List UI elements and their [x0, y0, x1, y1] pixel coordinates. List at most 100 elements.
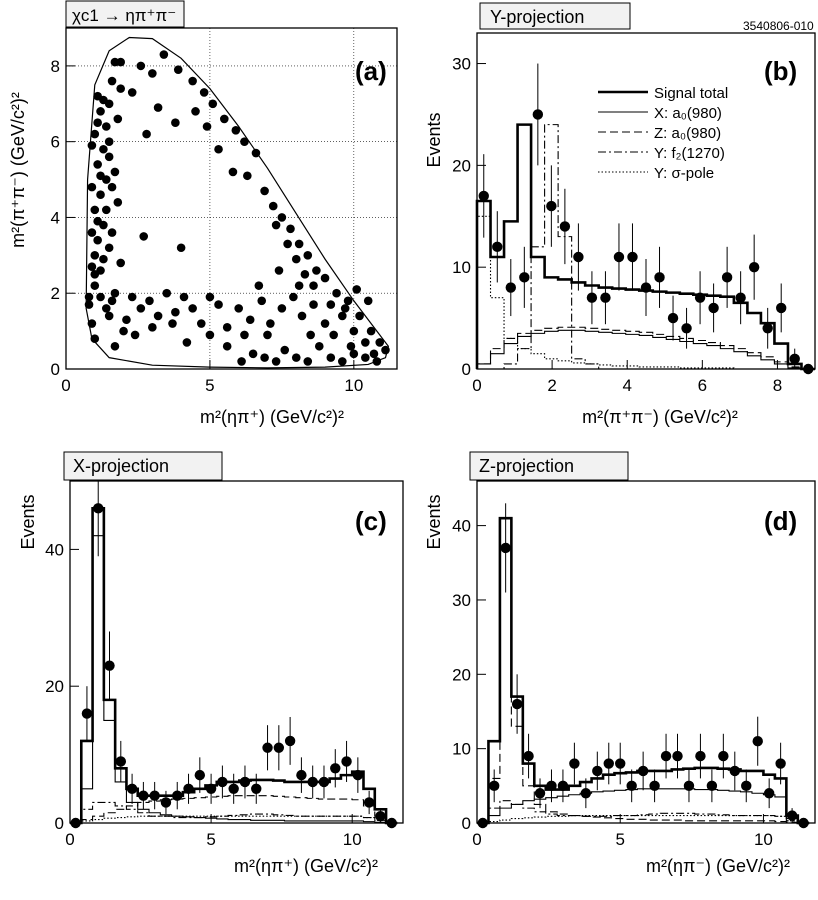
- panel-c-letter: (c): [355, 506, 387, 536]
- panel-a-point: [214, 300, 223, 309]
- panel-a-point: [346, 341, 356, 351]
- panel-a-point: [107, 182, 117, 192]
- panel-a-point: [127, 88, 137, 97]
- panel-b-y-sigma-pole: [476, 215, 815, 370]
- panel-d-xtick-label: 5: [615, 830, 624, 849]
- panel-a-point: [168, 319, 177, 328]
- panel-b-data-point: [721, 272, 733, 283]
- panel-b-data-point: [627, 251, 638, 263]
- panel-d-data-point: [660, 750, 672, 762]
- panel-c-ylabel: Events: [18, 494, 38, 549]
- panel-c-ytick-label: 0: [55, 814, 64, 833]
- panel-a-point: [90, 334, 100, 343]
- panel-a-point: [90, 281, 100, 290]
- panel-a-ytick-label: 2: [51, 284, 60, 303]
- panel-a-point: [375, 338, 385, 347]
- panel-d-data-point: [649, 780, 660, 792]
- panel-a-title-box: [65, 0, 185, 28]
- panel-a-point: [266, 319, 275, 328]
- panel-b-ytick-label: 10: [452, 258, 471, 277]
- panel-b-data-point: [505, 282, 516, 293]
- panel-c-data-point: [239, 776, 251, 788]
- panel-a-point: [248, 349, 258, 359]
- panel-d-data-point: [718, 750, 729, 762]
- panel-a-point: [202, 122, 212, 131]
- panel-a-point: [90, 129, 100, 139]
- panel-a-point: [381, 345, 390, 355]
- panel-d-data-point: [523, 750, 534, 762]
- panel-a-point: [113, 114, 123, 124]
- panel-d-signal-total: [477, 516, 810, 825]
- panel-a-point: [361, 353, 370, 362]
- panel-c-frame: [69, 480, 404, 824]
- panel-d-title: Z-projection: [479, 456, 574, 476]
- panel-b-data-point: [762, 323, 773, 334]
- panel-b-data-point: [478, 190, 489, 202]
- panel-b-xtick-label: 2: [547, 376, 556, 395]
- panel-a-point: [199, 88, 209, 97]
- panel-a-point: [104, 243, 114, 253]
- panel-b-ylabel: Events: [424, 112, 444, 167]
- panel-c-data-point: [352, 769, 364, 781]
- panel-c-data-point: [104, 660, 115, 671]
- panel-a-ytick-label: 4: [51, 208, 60, 227]
- panel-a-point: [87, 262, 97, 272]
- panel-c-data-point: [183, 783, 194, 794]
- panel-b: Y-projection (b) m²(π⁺π⁻) (GeV/c²)² Even…: [424, 2, 816, 427]
- panel-a-point: [136, 61, 146, 71]
- panel-b-legend-label: Y: σ-pole: [654, 165, 714, 182]
- figure-id: 3540806-010: [743, 19, 814, 33]
- panel-a-point: [153, 103, 163, 112]
- panel-a-ytick-label: 0: [51, 360, 60, 379]
- panel-a-point: [372, 357, 382, 366]
- panel-d-ytick-label: 20: [452, 665, 471, 684]
- panel-a-point: [142, 129, 151, 139]
- panel-a-point: [93, 235, 102, 245]
- panel-c-data-point: [70, 817, 81, 829]
- panel-b-data-point: [776, 302, 787, 314]
- panel-b-legend-label: Y: f₂(1270): [654, 145, 725, 162]
- panel-a-point: [101, 304, 111, 313]
- panel-a-point: [104, 311, 114, 321]
- panel-b-xtick-label: 6: [698, 376, 707, 395]
- panel-a-point: [312, 266, 321, 275]
- panel-a-point: [127, 292, 137, 302]
- panel-d-ytick-label: 0: [462, 814, 471, 833]
- panel-c-xtick-label: 0: [65, 830, 74, 849]
- panel-b-ytick-label: 20: [452, 156, 471, 175]
- panel-b-data-point: [559, 221, 571, 232]
- panel-d-data-point: [763, 788, 775, 799]
- panel-a-point: [110, 288, 120, 298]
- panel-a-point: [303, 357, 313, 366]
- panel-b-ytick-label: 30: [452, 55, 471, 74]
- panel-a-point: [93, 216, 102, 226]
- panel-a-point: [349, 349, 359, 359]
- panel-a-point: [257, 296, 267, 306]
- panel-a-point: [159, 50, 169, 59]
- panel-c-y-sigma-pole: [70, 815, 398, 824]
- panel-d-data-point: [695, 750, 706, 762]
- panel-a-point: [84, 300, 94, 309]
- panel-a-point: [214, 144, 223, 154]
- panel-b-xtick-label: 4: [622, 376, 631, 395]
- panel-c-data-point: [307, 776, 318, 788]
- panel-b-x-a0-980: [476, 329, 815, 370]
- panel-a-point: [171, 118, 180, 128]
- panel-a-letter: (a): [355, 56, 387, 86]
- panel-c-xtick-label: 5: [206, 830, 215, 849]
- panel-a-point: [99, 254, 108, 264]
- panel-a-point: [182, 338, 192, 347]
- panel-b-xlabel: m²(π⁺π⁻) (GeV/c²)²: [582, 407, 738, 427]
- panel-b-data-point: [803, 363, 814, 375]
- panel-d-data-point: [729, 765, 740, 777]
- panel-a-point: [343, 296, 353, 306]
- panel-d-data-point: [775, 758, 786, 769]
- panel-c-data-point: [386, 817, 397, 829]
- panel-b-data-point: [586, 292, 598, 303]
- panel-d-data-point: [683, 780, 695, 792]
- panel-a-point: [188, 304, 197, 313]
- panel-a-point: [96, 190, 105, 200]
- panel-b-data-point: [694, 292, 706, 303]
- panel-a-point: [101, 122, 111, 131]
- panel-d-data-point: [534, 788, 546, 799]
